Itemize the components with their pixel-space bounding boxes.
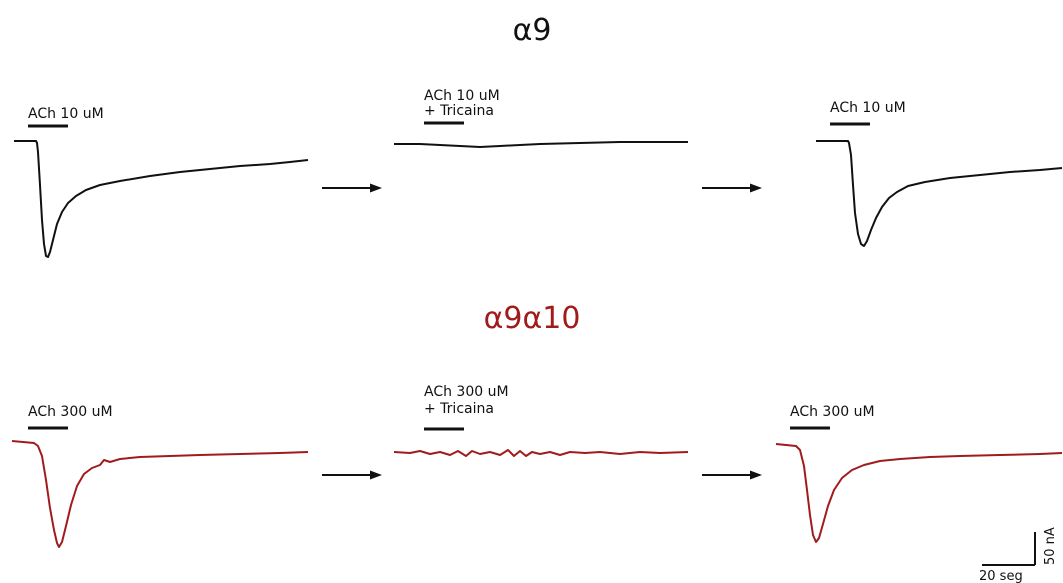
drug-label-additive: + Tricaina bbox=[424, 103, 494, 119]
current-trace bbox=[14, 140, 309, 258]
scale-bar-current-label: 50 nA bbox=[1043, 527, 1058, 565]
current-trace bbox=[394, 141, 688, 148]
current-trace bbox=[775, 443, 1063, 543]
panel-alpha9-washout: ACh 10 uM bbox=[816, 100, 1063, 247]
arrow-head bbox=[370, 470, 382, 480]
scale-bar-time-label: 20 seg bbox=[979, 569, 1023, 583]
drug-label: ACh 10 uM bbox=[424, 88, 500, 104]
row-alpha9alpha10: α9α10 ACh 300 uM ACh 300 uM + Tricaina A… bbox=[11, 301, 1063, 548]
scale-bar: 50 nA 20 seg bbox=[979, 527, 1058, 583]
panel-alpha9-control: ACh 10 uM bbox=[14, 106, 309, 258]
panel-alpha9alpha10-tricaina: ACh 300 uM + Tricaina bbox=[393, 384, 689, 457]
row-title-alpha9alpha10: α9α10 bbox=[484, 301, 581, 336]
drug-label-additive: + Tricaina bbox=[424, 401, 494, 417]
current-trace bbox=[393, 449, 689, 457]
panel-alpha9-tricaina: ACh 10 uM + Tricaina bbox=[394, 88, 688, 148]
drug-label: ACh 10 uM bbox=[830, 100, 906, 116]
arrow-head bbox=[370, 183, 382, 193]
drug-label: ACh 300 uM bbox=[790, 404, 875, 420]
drug-label: ACh 10 uM bbox=[28, 106, 104, 122]
arrow-head bbox=[750, 470, 762, 480]
current-trace bbox=[816, 140, 1063, 247]
drug-label: ACh 300 uM bbox=[424, 384, 509, 400]
drug-label: ACh 300 uM bbox=[28, 404, 113, 420]
arrow-head bbox=[750, 183, 762, 193]
row-alpha9: α9 ACh 10 uM ACh 10 uM + Tricaina ACh 10… bbox=[14, 13, 1063, 258]
current-trace bbox=[11, 440, 309, 548]
row-title-alpha9: α9 bbox=[513, 13, 552, 48]
panel-alpha9alpha10-washout: ACh 300 uM bbox=[775, 404, 1063, 543]
panel-alpha9alpha10-control: ACh 300 uM bbox=[11, 404, 309, 548]
